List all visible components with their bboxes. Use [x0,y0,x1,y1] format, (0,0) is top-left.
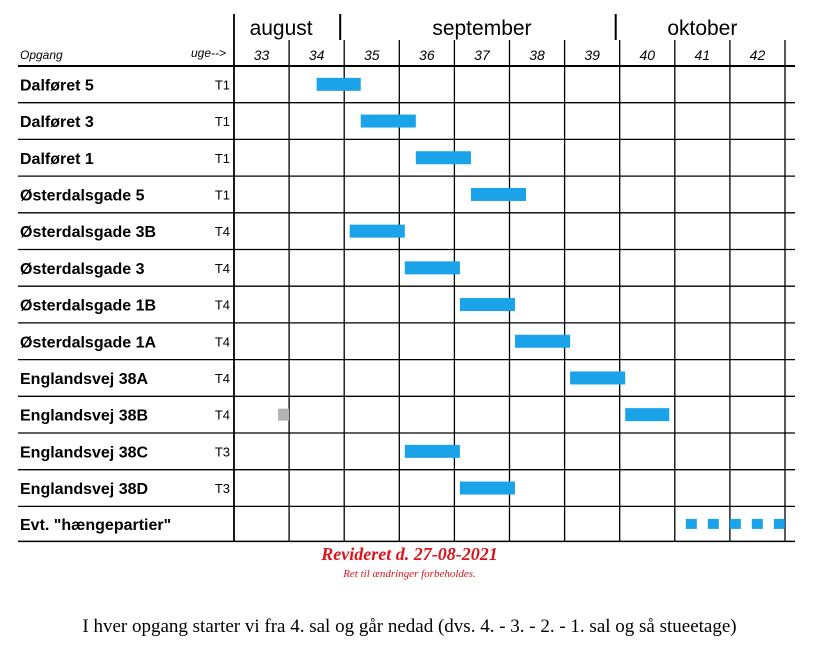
task-bar [459,298,516,312]
month-label: oktober [667,17,737,40]
row-label: Østerdalsgade 1A [20,334,157,351]
row-label: Dalføret 1 [20,151,94,168]
team-label: T1 [215,77,230,92]
grid-lines [18,14,795,543]
row-labels: Dalføret 5 T1 Dalføret 3 T1 Dalføret 1 T1 Øste… [20,77,230,534]
row-label: Evt. "hængepartier" [20,517,171,534]
team-label: T4 [215,334,230,349]
week-tick-label: 37 [474,47,491,63]
task-bar [404,261,460,275]
week-tick-label: 36 [419,47,435,63]
row-label: Østerdalsgade 3 [20,261,145,278]
team-label: T4 [215,298,230,313]
revised-date: Revideret d. 27-08-2021 [321,544,498,564]
team-label: T1 [215,151,230,166]
week-tick-label: 38 [529,47,545,63]
week-tick-label: 34 [309,47,325,63]
hanging-item-segment [685,518,697,529]
row-label: Østerdalsgade 1B [20,298,156,315]
row-label: Østerdalsgade 3B [20,224,156,241]
week-tick-label: 40 [639,47,655,63]
team-label: T4 [215,224,230,239]
header-opgang-label: Opgang [20,48,63,62]
row-label: Dalføret 3 [20,114,94,131]
task-bar [570,371,626,385]
task-bar [316,77,361,91]
chart-header: Opgang uge--> august september oktober 33 34… [20,17,765,63]
week-tick-label: 42 [750,47,766,63]
task-bar [415,151,471,165]
hanging-item-segment [751,518,763,529]
gantt-chart: Opgang uge--> august september oktober 33 34… [18,14,795,543]
task-bar [459,481,516,495]
task-bar [625,408,670,422]
gray-marker [278,408,290,421]
team-label: T1 [215,114,230,129]
row-label: Dalføret 5 [20,77,94,94]
task-bar [470,187,527,201]
row-label: Englandsvej 38C [20,444,148,461]
hanging-item-segment [707,518,719,529]
team-label: T1 [215,187,230,202]
hanging-item-segment [729,518,741,529]
month-label: september [432,17,531,40]
task-bars [278,77,785,529]
footer-note: I hver opgang starter vi fra 4. sal og g… [82,616,737,637]
disclaimer-note: Ret til ændringer forbeholdes. [343,568,476,580]
row-label: Englandsvej 38D [20,481,148,498]
team-label: T4 [215,408,230,423]
week-tick-label: 33 [254,47,270,63]
header-weeks-label: uge--> [191,46,226,60]
task-bar [349,224,405,238]
row-label: Østerdalsgade 5 [20,187,145,204]
task-bar [360,114,416,128]
team-label: T3 [215,481,230,496]
row-label: Englandsvej 38A [20,371,148,388]
week-tick-label: 41 [695,47,711,63]
team-label: T4 [215,371,230,386]
task-bar [404,444,460,458]
row-label: Englandsvej 38B [20,408,148,425]
team-label: T4 [215,261,230,276]
month-label: august [250,17,313,40]
week-tick-label: 35 [364,47,380,63]
team-label: T3 [215,444,230,459]
week-tick-label: 39 [584,47,600,63]
task-bar [515,334,571,348]
hanging-item-segment [773,518,785,529]
